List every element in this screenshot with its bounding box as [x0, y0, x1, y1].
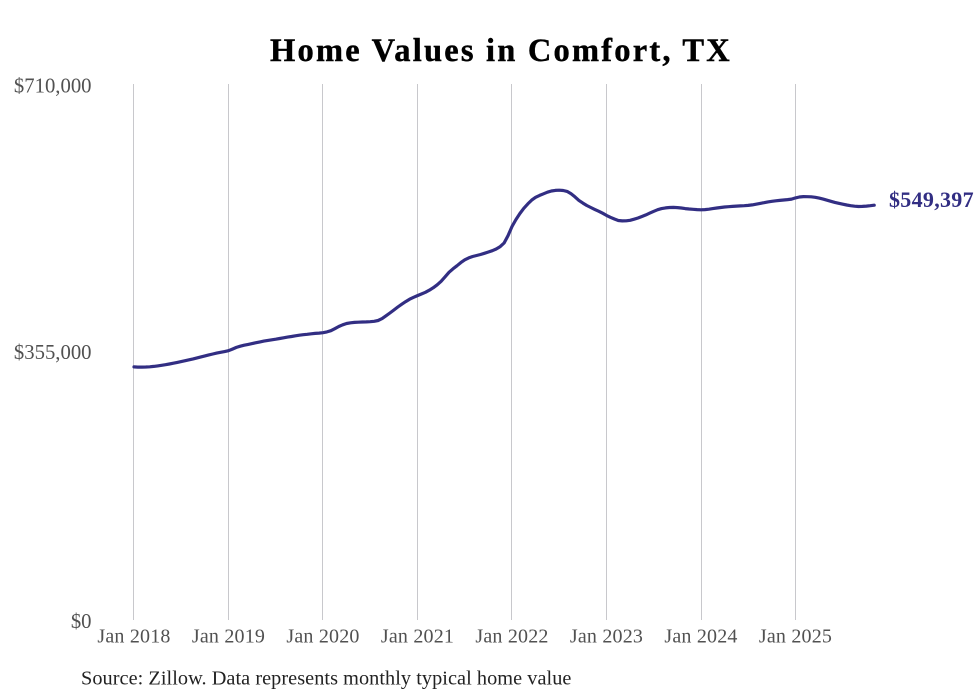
svg-text:Source: Zillow. Data represent: Source: Zillow. Data represents monthly …: [81, 668, 571, 690]
svg-text:Jan 2018: Jan 2018: [97, 626, 170, 648]
svg-text:Jan 2019: Jan 2019: [192, 626, 265, 648]
svg-text:Jan 2023: Jan 2023: [570, 626, 643, 648]
svg-text:$549,397: $549,397: [889, 187, 974, 212]
svg-text:Jan 2025: Jan 2025: [759, 626, 832, 648]
svg-text:Jan 2022: Jan 2022: [475, 626, 548, 648]
svg-text:$355,000: $355,000: [14, 342, 92, 364]
svg-text:Jan 2020: Jan 2020: [286, 626, 359, 648]
svg-text:$0: $0: [71, 611, 92, 633]
svg-text:Jan 2021: Jan 2021: [381, 626, 454, 648]
svg-text:Jan 2024: Jan 2024: [664, 626, 737, 648]
svg-text:Home Values in Comfort, TX: Home Values in Comfort, TX: [270, 33, 732, 69]
svg-text:$710,000: $710,000: [14, 76, 92, 98]
